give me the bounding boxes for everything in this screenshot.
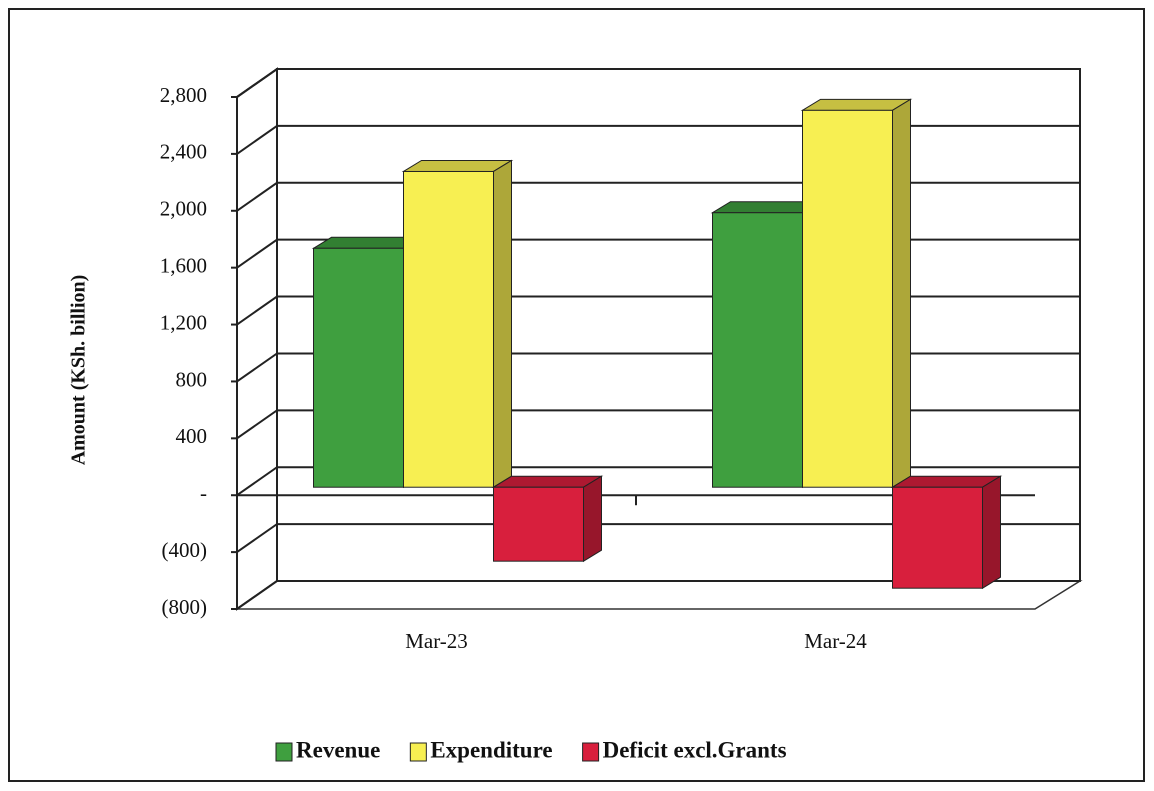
y-tick-label: 2,000 (160, 197, 207, 221)
y-tick-label: 1,600 (160, 253, 207, 277)
legend-label: Revenue (296, 737, 380, 762)
bar-side (493, 159, 512, 489)
legend-swatch (409, 742, 427, 762)
grid-line (236, 68, 1080, 98)
y-tick-label: (800) (162, 595, 208, 619)
y-axis-label: Amount (KSh. billion) (68, 275, 90, 466)
bar-side (583, 475, 602, 563)
bar-side (892, 98, 911, 489)
y-tick-label: 400 (176, 424, 208, 448)
y-tick-label: 800 (176, 367, 208, 391)
legend-swatch (275, 742, 293, 762)
legend-swatch (582, 742, 600, 762)
bar (892, 486, 983, 589)
legend-label: Deficit excl.Grants (603, 737, 787, 762)
y-tick-label: 1,200 (160, 310, 207, 334)
bar (802, 109, 893, 488)
bar (493, 486, 584, 562)
y-tick-label: 2,400 (160, 140, 207, 164)
y-tick-label: - (200, 481, 207, 505)
y-tick-label: 2,800 (160, 83, 207, 107)
bar (403, 170, 494, 488)
y-tick-label: (400) (162, 538, 208, 562)
bar (712, 212, 803, 488)
grid-line (236, 580, 1080, 610)
x-tick-label: Mar-23 (405, 629, 468, 653)
grid-line (236, 523, 1080, 553)
legend-label: Expenditure (430, 737, 552, 762)
bar (313, 247, 404, 488)
bar-side (982, 475, 1001, 590)
x-tick-label: Mar-24 (804, 629, 867, 653)
